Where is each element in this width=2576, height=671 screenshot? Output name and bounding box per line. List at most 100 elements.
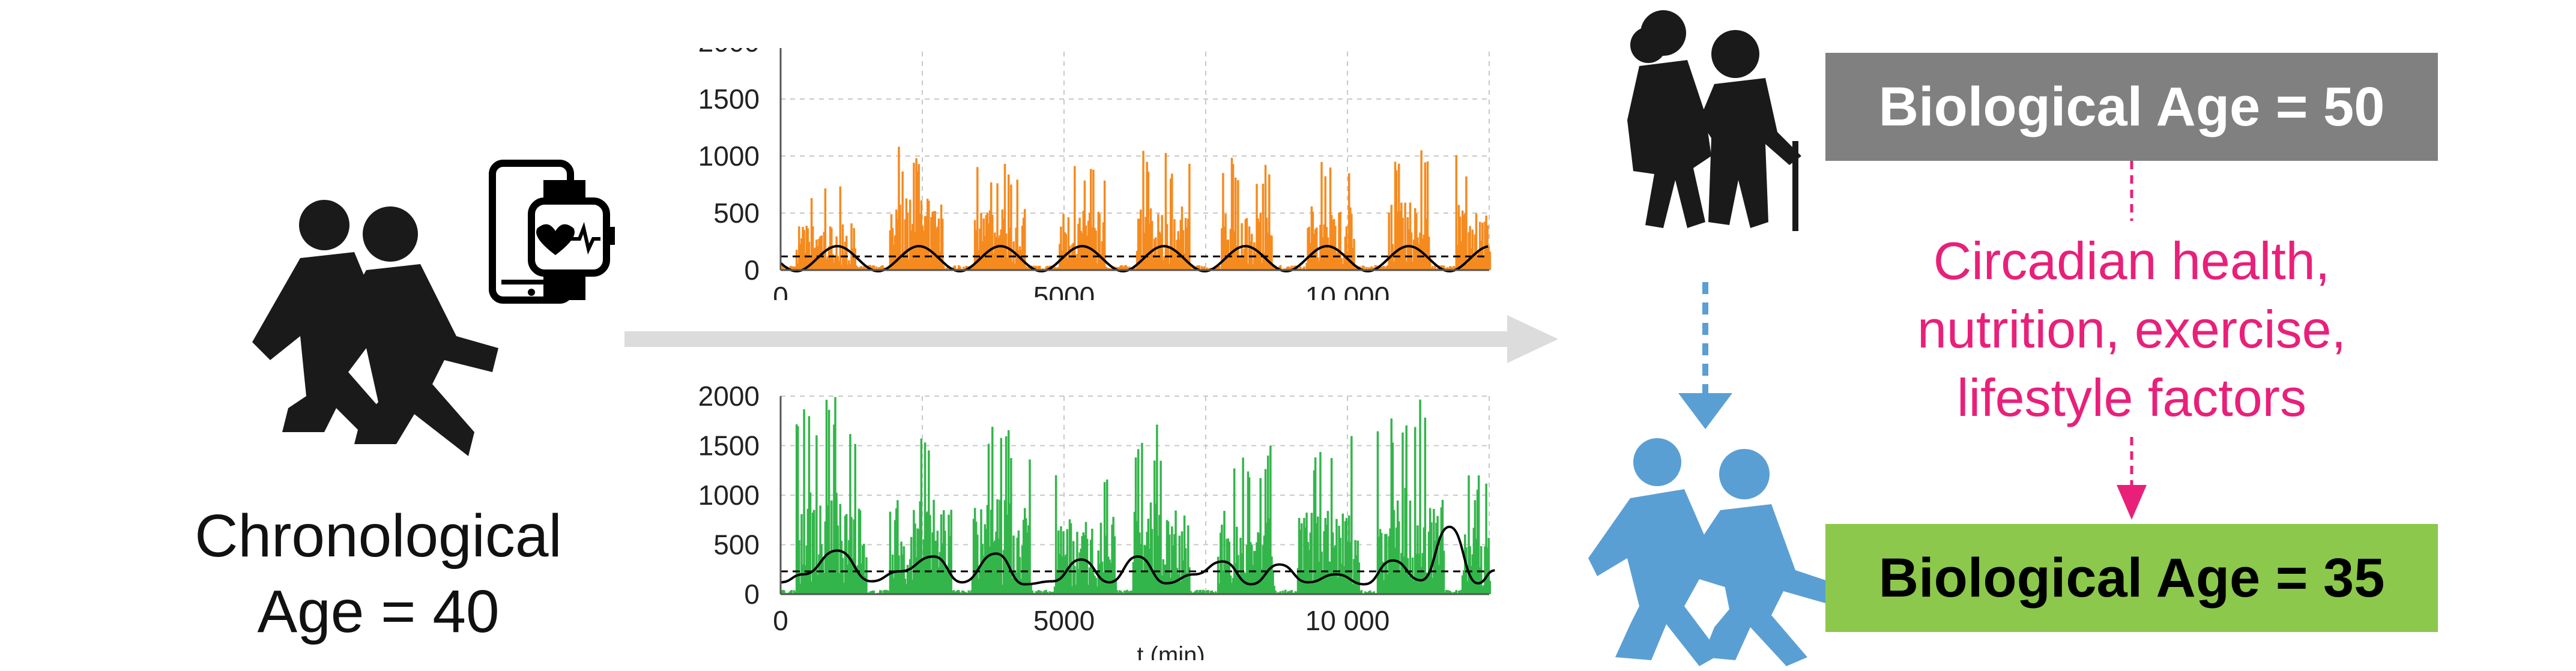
activity-bar	[1454, 591, 1456, 594]
y-tick-label: 500	[713, 197, 760, 229]
activity-bar	[1335, 519, 1338, 594]
activity-bar	[1236, 526, 1238, 594]
activity-bar	[1057, 266, 1060, 270]
activity-bar	[1182, 230, 1185, 270]
activity-bar	[1450, 266, 1453, 270]
activity-bar	[1000, 438, 1003, 594]
activity-bar	[872, 265, 875, 270]
activity-bar	[1245, 544, 1248, 594]
activity-bar	[1449, 266, 1451, 270]
activity-bar	[1002, 218, 1005, 270]
activity-bar	[1241, 553, 1243, 594]
activity-bar	[1262, 184, 1265, 270]
activity-bar	[920, 200, 923, 270]
activity-bar	[1346, 251, 1349, 270]
activity-bar	[1409, 500, 1412, 594]
activity-bar	[893, 520, 896, 594]
activity-bar	[1224, 214, 1227, 270]
activity-bar	[1239, 257, 1242, 270]
activity-bar	[1217, 265, 1220, 270]
activity-bar	[1119, 591, 1122, 594]
activity-bar	[1083, 535, 1086, 594]
activity-bar	[898, 555, 900, 594]
activity-bar	[1289, 591, 1292, 594]
activity-bar	[1299, 529, 1302, 594]
factors-line2: nutrition, exercise,	[1917, 299, 2347, 359]
activity-bar	[1483, 255, 1485, 270]
activity-bar	[1274, 591, 1277, 594]
activity-bar	[1407, 576, 1410, 594]
activity-bar	[1457, 591, 1460, 594]
activity-bar	[1113, 536, 1116, 594]
activity-bar	[863, 266, 865, 270]
activity-bar	[1003, 500, 1006, 594]
activity-bar	[1329, 561, 1332, 594]
activity-bar	[896, 218, 899, 270]
activity-bar	[789, 266, 792, 270]
activity-bar	[854, 444, 857, 594]
activity-bar	[1341, 513, 1344, 594]
activity-bar	[1016, 179, 1019, 270]
x-tick-label: 10 000	[1305, 605, 1390, 636]
activity-bar	[1454, 266, 1456, 270]
activity-bar	[1259, 212, 1262, 270]
activity-bar	[1022, 217, 1025, 270]
activity-bar	[1352, 248, 1354, 270]
activity-bar	[1433, 508, 1435, 594]
activity-bar	[794, 591, 797, 594]
activity-bar	[1471, 229, 1474, 270]
activity-bar	[1209, 591, 1212, 594]
activity-bar	[1347, 515, 1350, 594]
activity-bar	[1184, 548, 1187, 594]
activity-bar	[1277, 592, 1280, 594]
activity-bar	[877, 267, 880, 270]
activity-bar	[1263, 253, 1266, 270]
activity-bar	[958, 266, 961, 270]
activity-bar	[1086, 538, 1089, 594]
activity-bar	[1460, 589, 1463, 594]
activity-bar	[879, 266, 881, 270]
activity-bar	[1082, 211, 1085, 270]
activity-bar	[898, 146, 900, 270]
activity-bar	[1144, 546, 1147, 594]
activity-bar	[1102, 222, 1105, 270]
activity-bar	[1464, 214, 1466, 270]
activity-bar	[1060, 526, 1062, 594]
activity-bar	[940, 514, 943, 594]
activity-bar	[1362, 266, 1365, 270]
activity-bar	[1074, 566, 1076, 594]
activity-bar	[1314, 457, 1317, 594]
activity-bar	[972, 265, 975, 270]
activity-bar	[1187, 218, 1190, 270]
activity-bar	[933, 211, 935, 270]
activity-bar	[916, 171, 919, 270]
activity-bar	[1475, 538, 1478, 594]
activity-bar	[930, 217, 933, 270]
activity-bar	[1003, 163, 1006, 270]
activity-bar	[827, 409, 830, 594]
activity-bar	[1141, 442, 1143, 594]
activity-bar	[1223, 226, 1226, 270]
activity-bar	[1254, 253, 1257, 270]
activity-bar	[1299, 266, 1302, 270]
activity-bar	[1242, 256, 1244, 270]
activity-bar	[1456, 245, 1459, 270]
activity-bar	[1103, 180, 1106, 270]
downward-blue-arrow	[1678, 282, 1732, 429]
activity-bar	[1434, 265, 1436, 270]
activity-bar	[1001, 209, 1004, 270]
activity-bar	[1344, 521, 1347, 594]
activity-bar	[971, 578, 974, 594]
activity-bar	[1140, 544, 1142, 594]
activity-bar	[833, 262, 835, 270]
activity-bar	[987, 444, 990, 594]
activity-bar	[825, 400, 828, 594]
activity-bar	[1485, 483, 1487, 594]
activity-bar	[806, 228, 809, 270]
activity-bar	[1226, 240, 1228, 270]
activity-bar	[985, 215, 988, 270]
activity-bar	[826, 256, 829, 270]
activity-bar	[1423, 527, 1426, 594]
activity-bar	[1388, 212, 1390, 270]
activity-bar	[1197, 592, 1200, 594]
